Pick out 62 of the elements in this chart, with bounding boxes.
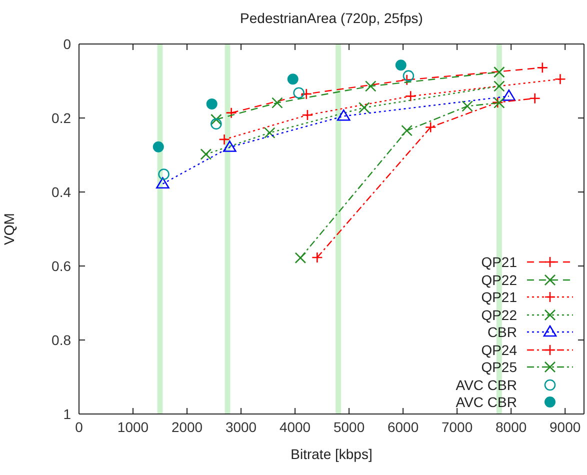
x-axis-title: Bitrate [kbps] <box>290 446 372 462</box>
point <box>210 118 222 130</box>
y-tick-label: 0.6 <box>52 258 72 274</box>
point <box>554 74 566 85</box>
point <box>337 110 350 121</box>
point <box>210 114 222 126</box>
point <box>395 60 406 71</box>
point <box>293 87 304 98</box>
y-tick-label: 0.4 <box>52 184 72 200</box>
x-tick-label: 3000 <box>225 418 257 435</box>
legend-label: AVC CBR <box>456 394 517 410</box>
point <box>226 107 237 118</box>
legend-label: QP21 <box>481 289 517 306</box>
point <box>494 80 505 92</box>
x-tick-label: 2000 <box>171 418 203 435</box>
point <box>365 80 376 92</box>
legend-label: QP22 <box>481 272 517 288</box>
point <box>536 62 548 74</box>
y-tick-label: 0.8 <box>52 332 72 348</box>
y-tick-label: 0.2 <box>52 110 72 126</box>
point <box>358 102 370 114</box>
chart-title: PedestrianArea (720p, 25fps) <box>239 10 424 26</box>
x-tick-label: 0 <box>75 418 84 435</box>
x-tick-label: 1000 <box>117 418 149 435</box>
point <box>218 134 230 146</box>
point <box>272 97 283 108</box>
point <box>401 74 412 86</box>
x-tick-label: 4000 <box>279 418 311 435</box>
point <box>302 109 314 121</box>
point <box>402 70 414 82</box>
point <box>312 252 323 264</box>
point <box>156 177 170 189</box>
x-tick-label: 6000 <box>387 418 419 435</box>
point <box>494 66 505 78</box>
point <box>206 98 218 110</box>
point <box>294 252 306 264</box>
point <box>158 168 170 180</box>
legend-label: QP24 <box>481 342 517 358</box>
point <box>223 140 236 152</box>
y-tick-label: 0 <box>63 36 72 52</box>
point <box>200 148 212 160</box>
x-tick-label: 9000 <box>550 418 581 435</box>
legend-label: QP21 <box>481 254 517 270</box>
point <box>424 122 436 133</box>
x-tick-label: 8000 <box>496 418 527 435</box>
point <box>401 124 412 136</box>
point <box>152 141 164 152</box>
point <box>529 92 540 104</box>
legend-label: AVC CBR <box>456 376 517 393</box>
x-tick-label: 7000 <box>441 418 473 435</box>
point <box>300 88 312 100</box>
point <box>462 100 473 112</box>
y-axis-title: VQM <box>0 213 17 245</box>
point <box>404 90 416 102</box>
legend-label: CBR <box>487 324 517 340</box>
legend-label: QP25 <box>481 359 517 376</box>
point <box>264 127 276 138</box>
legend-label: QP22 <box>481 306 517 323</box>
x-tick-label: 5000 <box>333 418 365 435</box>
point <box>287 74 298 85</box>
y-tick-label: 1 <box>63 406 72 422</box>
point <box>502 90 516 101</box>
